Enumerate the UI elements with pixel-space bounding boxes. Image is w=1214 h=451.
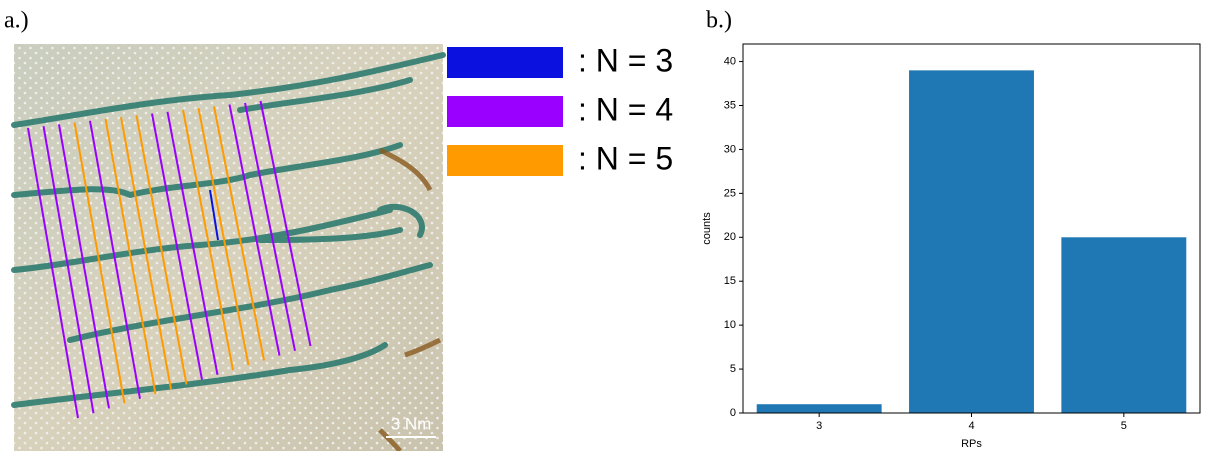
y-axis-label: counts bbox=[701, 212, 713, 245]
y-tick-label: 10 bbox=[724, 319, 736, 331]
y-tick-label: 5 bbox=[730, 363, 736, 375]
x-axis-label: RPs bbox=[961, 438, 982, 450]
panel-label: b.) bbox=[706, 8, 732, 34]
y-tick-label: 25 bbox=[724, 187, 736, 199]
bar bbox=[1061, 237, 1186, 413]
y-tick-label: 35 bbox=[724, 99, 736, 111]
figure: a.) 3 Nm : N = 3 : N = 4 : N = 5 b.) 0 5 10 1… bbox=[0, 0, 1214, 451]
micrograph: 3 Nm bbox=[14, 44, 443, 451]
x-tick-label: 5 bbox=[1121, 420, 1127, 432]
panel-label: a.) bbox=[4, 8, 29, 34]
legend: : N = 3 : N = 4 : N = 5 bbox=[447, 42, 673, 176]
bar bbox=[909, 70, 1034, 413]
legend-label: : N = 3 bbox=[578, 42, 673, 78]
x-tick-label: 4 bbox=[968, 420, 974, 432]
bar bbox=[757, 404, 882, 413]
y-tick-label: 40 bbox=[724, 55, 736, 67]
scale-bar-label: 3 Nm bbox=[391, 414, 432, 433]
legend-swatch bbox=[447, 96, 563, 127]
y-tick-label: 20 bbox=[724, 231, 736, 243]
y-tick-label: 30 bbox=[724, 143, 736, 155]
legend-swatch bbox=[447, 47, 563, 78]
y-tick-label: 15 bbox=[724, 275, 736, 287]
legend-swatch bbox=[447, 145, 563, 176]
x-tick-label: 3 bbox=[816, 420, 822, 432]
y-tick-label: 0 bbox=[730, 407, 736, 419]
legend-label: : N = 5 bbox=[578, 140, 673, 176]
bar-chart: 0 5 10 15 20 25 30 35 40 3 4 5 RPs counts bbox=[701, 44, 1200, 450]
legend-label: : N = 4 bbox=[578, 91, 673, 127]
